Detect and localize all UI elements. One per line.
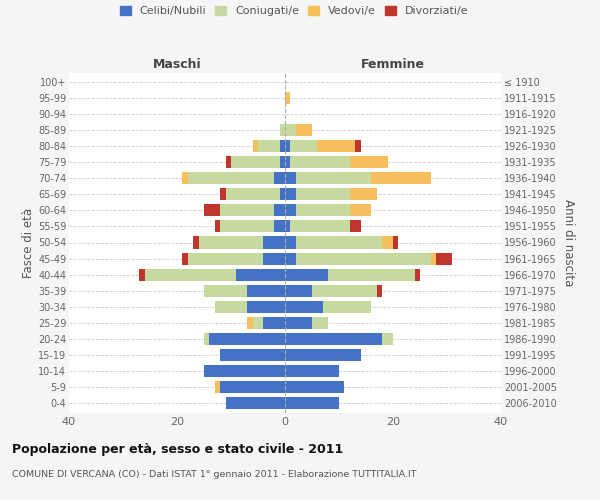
Bar [382,236,393,248]
Bar [285,268,328,280]
Text: Femmine: Femmine [361,58,425,71]
Y-axis label: Anni di nascita: Anni di nascita [562,199,575,286]
Bar [274,172,285,184]
Bar [350,188,377,200]
Bar [290,220,350,232]
Bar [204,332,209,344]
Bar [285,172,296,184]
Bar [285,316,312,328]
Bar [328,268,415,280]
Bar [220,381,285,393]
Bar [436,252,452,264]
Bar [236,268,285,280]
Bar [296,204,350,216]
Bar [415,268,420,280]
Bar [280,188,285,200]
Bar [285,349,361,361]
Bar [274,204,285,216]
Bar [371,172,431,184]
Bar [263,316,285,328]
Bar [285,140,290,152]
Bar [317,140,355,152]
Bar [290,156,350,168]
Bar [209,332,285,344]
Bar [323,300,371,312]
Bar [199,236,263,248]
Bar [350,220,361,232]
Bar [263,252,285,264]
Bar [296,124,312,136]
Bar [145,268,236,280]
Bar [220,188,226,200]
Bar [226,188,280,200]
Bar [312,316,328,328]
Bar [220,204,274,216]
Bar [296,188,350,200]
Bar [285,365,339,377]
Bar [312,284,377,296]
Bar [182,252,188,264]
Bar [247,300,285,312]
Text: Popolazione per età, sesso e stato civile - 2011: Popolazione per età, sesso e stato civil… [12,442,343,456]
Bar [220,220,274,232]
Bar [188,252,263,264]
Bar [285,204,296,216]
Bar [204,365,285,377]
Bar [188,172,274,184]
Bar [258,140,280,152]
Bar [274,220,285,232]
Bar [285,284,312,296]
Bar [193,236,199,248]
Bar [350,156,388,168]
Bar [215,381,220,393]
Bar [285,188,296,200]
Bar [220,349,285,361]
Bar [226,397,285,409]
Bar [296,172,371,184]
Bar [280,124,285,136]
Bar [290,140,317,152]
Bar [182,172,188,184]
Bar [253,316,263,328]
Bar [226,156,231,168]
Text: COMUNE DI VERCANA (CO) - Dati ISTAT 1° gennaio 2011 - Elaborazione TUTTITALIA.IT: COMUNE DI VERCANA (CO) - Dati ISTAT 1° g… [12,470,416,479]
Bar [355,140,361,152]
Bar [285,124,296,136]
Bar [285,381,344,393]
Bar [382,332,393,344]
Bar [285,236,296,248]
Bar [393,236,398,248]
Bar [231,156,280,168]
Bar [285,300,323,312]
Text: Maschi: Maschi [152,58,202,71]
Y-axis label: Fasce di età: Fasce di età [22,208,35,278]
Bar [296,252,431,264]
Bar [247,284,285,296]
Bar [377,284,382,296]
Bar [139,268,145,280]
Bar [247,316,253,328]
Bar [215,300,247,312]
Bar [285,220,290,232]
Bar [253,140,258,152]
Legend: Celibi/Nubili, Coniugati/e, Vedovi/e, Divorziati/e: Celibi/Nubili, Coniugati/e, Vedovi/e, Di… [119,6,469,16]
Bar [296,236,382,248]
Bar [285,397,339,409]
Bar [204,284,247,296]
Bar [285,92,290,104]
Bar [280,140,285,152]
Bar [263,236,285,248]
Bar [215,220,220,232]
Bar [285,252,296,264]
Bar [204,204,220,216]
Bar [285,156,290,168]
Bar [431,252,436,264]
Bar [280,156,285,168]
Bar [350,204,371,216]
Bar [285,332,382,344]
